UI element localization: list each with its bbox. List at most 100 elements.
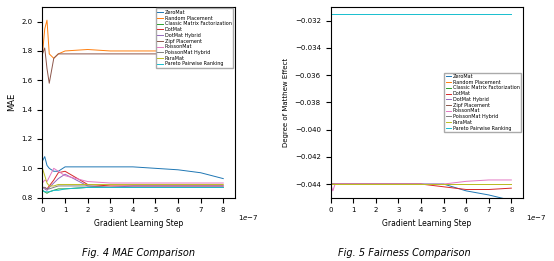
ZeroMat [107, 165, 114, 168]
Classic Matrix Factorization [39, 189, 46, 192]
DotMat [61, 170, 68, 173]
Pareto Pairwise Ranking [332, 12, 338, 15]
PoissonMat [44, 180, 50, 183]
Text: Fig. 5 Fairness Comparison: Fig. 5 Fairness Comparison [338, 248, 471, 258]
Pareto Pairwise Ranking [175, 186, 181, 189]
Random Placement [50, 57, 57, 60]
DotMat [372, 182, 379, 186]
ParaMat [50, 184, 57, 187]
Zipf Placement [46, 82, 53, 85]
Zipf Placement [152, 52, 159, 55]
PoissonMat [39, 181, 46, 185]
ParaMat [84, 183, 91, 186]
DotMat Hybrid [220, 184, 227, 187]
Pareto Pairwise Ranking [84, 186, 91, 189]
Classic Matrix Factorization [175, 186, 181, 189]
Classic Matrix Factorization [332, 182, 338, 186]
ZeroMat [508, 199, 515, 202]
Random Placement [152, 49, 159, 52]
Pareto Pairwise Ranking [338, 12, 345, 15]
DotMat Hybrid [107, 186, 114, 189]
ZeroMat [39, 159, 46, 163]
ZeroMat [220, 177, 227, 180]
ParaMat [463, 182, 469, 186]
PoissonMat [440, 182, 447, 186]
DotMat [327, 182, 334, 186]
Random Placement [330, 182, 336, 186]
Classic Matrix Factorization [440, 182, 447, 186]
DotMat Hybrid [152, 184, 159, 187]
Line: PoissonMat: PoissonMat [331, 180, 511, 191]
PoissonMat Hybrid [338, 182, 345, 186]
Zipf Placement [395, 182, 402, 186]
ZeroMat [152, 167, 159, 170]
Classic Matrix Factorization [350, 182, 357, 186]
PoissonMat [485, 179, 492, 182]
DotMat [463, 188, 469, 191]
Random Placement [350, 182, 357, 186]
PoissonMat [338, 182, 345, 186]
PoissonMat [61, 174, 68, 177]
DotMat [350, 182, 357, 186]
DotMat Hybrid [508, 182, 515, 186]
PoissonMat [332, 182, 338, 186]
ParaMat [152, 183, 159, 186]
PoissonMat Hybrid [107, 186, 114, 189]
DotMat [175, 184, 181, 187]
Pareto Pairwise Ranking [440, 12, 447, 15]
DotMat Hybrid [372, 182, 379, 186]
Classic Matrix Factorization [42, 190, 48, 193]
ParaMat [130, 183, 136, 186]
Line: Zipf Placement: Zipf Placement [43, 48, 223, 83]
Classic Matrix Factorization [44, 192, 50, 195]
Pareto Pairwise Ranking [44, 190, 50, 193]
Line: DotMat: DotMat [331, 184, 511, 189]
PoissonMat [350, 182, 357, 186]
DotMat [338, 182, 345, 186]
PoissonMat Hybrid [327, 182, 334, 186]
DotMat [42, 186, 48, 189]
ParaMat [44, 181, 50, 185]
Zipf Placement [197, 52, 204, 55]
Classic Matrix Factorization [130, 186, 136, 189]
DotMat Hybrid [463, 182, 469, 186]
PoissonMat Hybrid [61, 184, 68, 187]
Y-axis label: MAE: MAE [7, 93, 16, 111]
DotMat [508, 187, 515, 190]
DotMat Hybrid [350, 182, 357, 186]
Text: $1e{-7}$: $1e{-7}$ [526, 213, 547, 222]
Random Placement [130, 49, 136, 52]
Pareto Pairwise Ranking [42, 190, 48, 193]
DotMat Hybrid [327, 182, 334, 186]
Classic Matrix Factorization [418, 182, 424, 186]
PoissonMat Hybrid [50, 186, 57, 189]
Zipf Placement [440, 182, 447, 186]
PoissonMat Hybrid [463, 182, 469, 186]
Pareto Pairwise Ranking [61, 187, 68, 191]
PoissonMat [46, 176, 53, 179]
ParaMat [330, 182, 336, 186]
DotMat [107, 184, 114, 187]
PoissonMat [107, 181, 114, 185]
Classic Matrix Factorization [220, 186, 227, 189]
Zipf Placement [418, 182, 424, 186]
PoissonMat Hybrid [350, 182, 357, 186]
ParaMat [220, 183, 227, 186]
ParaMat [61, 183, 68, 186]
Pareto Pairwise Ranking [463, 12, 469, 15]
DotMat Hybrid [44, 189, 50, 192]
Pareto Pairwise Ranking [508, 12, 515, 15]
DotMat Hybrid [485, 182, 492, 186]
Random Placement [508, 182, 515, 186]
Zipf Placement [338, 182, 345, 186]
DotMat [330, 182, 336, 186]
ParaMat [440, 182, 447, 186]
ZeroMat [46, 167, 53, 170]
Random Placement [42, 27, 48, 31]
Zipf Placement [485, 182, 492, 186]
Zipf Placement [463, 182, 469, 186]
Zipf Placement [55, 52, 61, 55]
PoissonMat [508, 179, 515, 182]
DotMat Hybrid [130, 184, 136, 187]
Random Placement [61, 49, 68, 52]
